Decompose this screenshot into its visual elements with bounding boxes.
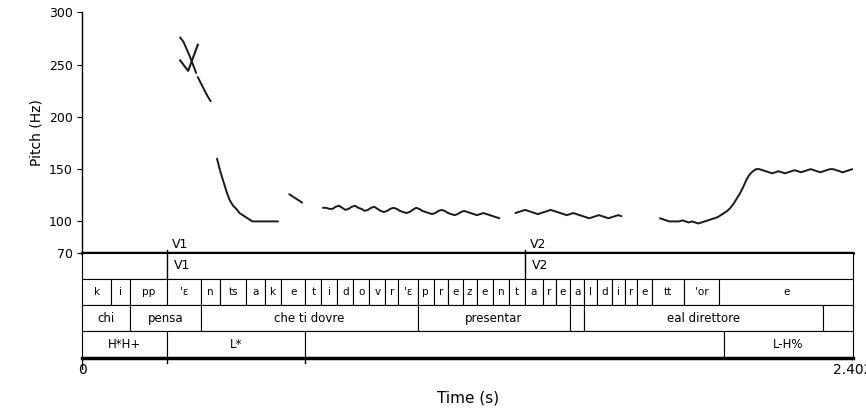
Text: ts: ts [229, 287, 238, 297]
Text: v: v [374, 287, 380, 297]
Text: a: a [531, 287, 537, 297]
Bar [477, 279, 493, 305]
Bar [652, 279, 684, 305]
Bar [417, 305, 570, 331]
Bar [637, 279, 652, 305]
Text: n: n [207, 287, 214, 297]
Text: e: e [481, 287, 488, 297]
Text: 'or: 'or [695, 287, 708, 297]
Text: l: l [590, 287, 592, 297]
Bar [462, 279, 477, 305]
Bar [338, 279, 353, 305]
Bar [111, 279, 131, 305]
Text: e: e [559, 287, 566, 297]
Bar [493, 279, 509, 305]
Text: pensa: pensa [148, 312, 184, 325]
Bar [370, 279, 385, 305]
Bar [265, 279, 281, 305]
Text: r: r [390, 287, 394, 297]
Text: p: p [423, 287, 429, 297]
Text: i: i [328, 287, 331, 297]
Text: V1: V1 [174, 259, 191, 272]
Text: a: a [574, 287, 580, 297]
Bar [220, 279, 246, 305]
Bar [167, 331, 306, 358]
Bar [281, 279, 306, 305]
Text: z: z [467, 287, 473, 297]
Bar [353, 279, 370, 305]
Bar [201, 305, 417, 331]
Text: L-H%: L-H% [773, 338, 804, 351]
Bar [398, 279, 417, 305]
Text: Time (s): Time (s) [436, 391, 499, 406]
Text: 'ɛ: 'ɛ [180, 287, 189, 297]
Text: i: i [120, 287, 122, 297]
Text: o: o [359, 287, 365, 297]
Bar [321, 279, 338, 305]
Bar [306, 331, 724, 358]
Bar [570, 279, 585, 305]
Bar [201, 279, 220, 305]
Bar [167, 279, 201, 305]
Bar [598, 279, 611, 305]
Y-axis label: Pitch (Hz): Pitch (Hz) [29, 99, 43, 166]
Text: eal direttore: eal direttore [668, 312, 740, 325]
Text: a: a [252, 287, 259, 297]
Text: e: e [452, 287, 458, 297]
Bar [82, 305, 131, 331]
Bar [82, 331, 167, 358]
Bar [556, 279, 570, 305]
Text: chi: chi [98, 312, 115, 325]
Text: V2: V2 [532, 259, 548, 272]
Bar [448, 279, 462, 305]
Bar [824, 305, 853, 331]
Text: presentar: presentar [465, 312, 522, 325]
Text: k: k [94, 287, 100, 297]
Bar [131, 279, 167, 305]
Text: L*: L* [230, 338, 242, 351]
Bar [434, 279, 448, 305]
Bar [306, 279, 321, 305]
Bar [543, 279, 556, 305]
Text: r: r [439, 287, 443, 297]
Text: k: k [270, 287, 276, 297]
Text: che ti dovre: che ti dovre [275, 312, 345, 325]
Text: t: t [311, 287, 315, 297]
Bar [131, 305, 201, 331]
Bar [611, 279, 624, 305]
Text: V2: V2 [530, 238, 546, 251]
Text: n: n [498, 287, 504, 297]
Text: e: e [290, 287, 296, 297]
Bar [246, 279, 265, 305]
Text: tt: tt [663, 287, 672, 297]
Bar [417, 279, 434, 305]
Text: r: r [629, 287, 633, 297]
Text: 2.402: 2.402 [833, 363, 866, 377]
Bar [82, 279, 111, 305]
Text: d: d [342, 287, 349, 297]
Text: pp: pp [142, 287, 156, 297]
Text: e: e [642, 287, 648, 297]
Text: t: t [515, 287, 519, 297]
Bar [385, 279, 398, 305]
Bar [525, 279, 543, 305]
Bar [570, 305, 585, 331]
Bar [82, 253, 853, 279]
Text: e: e [783, 287, 789, 297]
Text: r: r [547, 287, 552, 297]
Text: d: d [601, 287, 608, 297]
Text: H*H+: H*H+ [108, 338, 141, 351]
Text: V1: V1 [172, 238, 189, 251]
Text: i: i [617, 287, 620, 297]
Text: 0: 0 [78, 363, 87, 377]
Bar [684, 279, 719, 305]
Bar [585, 279, 598, 305]
Bar [724, 331, 853, 358]
Bar [719, 279, 853, 305]
Bar [624, 279, 637, 305]
Text: 'ɛ: 'ɛ [404, 287, 412, 297]
Bar [585, 305, 824, 331]
Bar [509, 279, 525, 305]
